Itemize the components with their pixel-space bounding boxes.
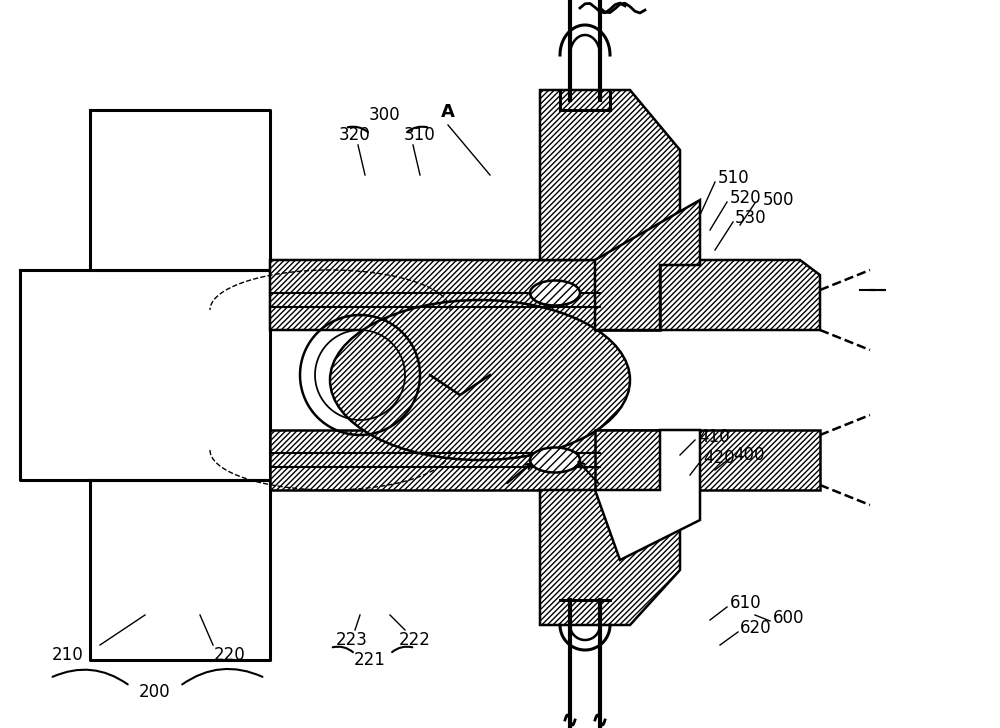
Polygon shape	[595, 430, 700, 560]
Text: 600: 600	[773, 609, 804, 627]
Polygon shape	[270, 260, 820, 330]
Text: 320: 320	[339, 126, 371, 144]
Ellipse shape	[530, 448, 580, 472]
Text: 200: 200	[139, 683, 171, 701]
Text: 300: 300	[369, 106, 401, 124]
Text: 530: 530	[735, 209, 767, 227]
Text: 310: 310	[404, 126, 436, 144]
Polygon shape	[20, 270, 270, 480]
Polygon shape	[90, 110, 270, 270]
Polygon shape	[540, 90, 680, 260]
Text: 223: 223	[336, 631, 368, 649]
Text: 520: 520	[730, 189, 762, 207]
Polygon shape	[270, 430, 820, 490]
Text: 610: 610	[730, 594, 762, 612]
Ellipse shape	[530, 280, 580, 306]
Text: 620: 620	[740, 619, 772, 637]
Text: 400: 400	[733, 446, 765, 464]
Polygon shape	[595, 260, 660, 330]
Text: 420: 420	[703, 449, 735, 467]
Polygon shape	[595, 430, 660, 490]
Text: 221: 221	[354, 651, 386, 669]
Text: 410: 410	[698, 428, 730, 446]
Text: 220: 220	[214, 646, 246, 664]
Text: A: A	[441, 103, 455, 121]
Polygon shape	[540, 490, 680, 625]
Text: 500: 500	[763, 191, 794, 209]
Polygon shape	[595, 200, 700, 330]
Text: 222: 222	[399, 631, 431, 649]
Text: 210: 210	[52, 646, 84, 664]
Text: 510: 510	[718, 169, 750, 187]
Polygon shape	[90, 480, 270, 660]
Ellipse shape	[330, 300, 630, 460]
